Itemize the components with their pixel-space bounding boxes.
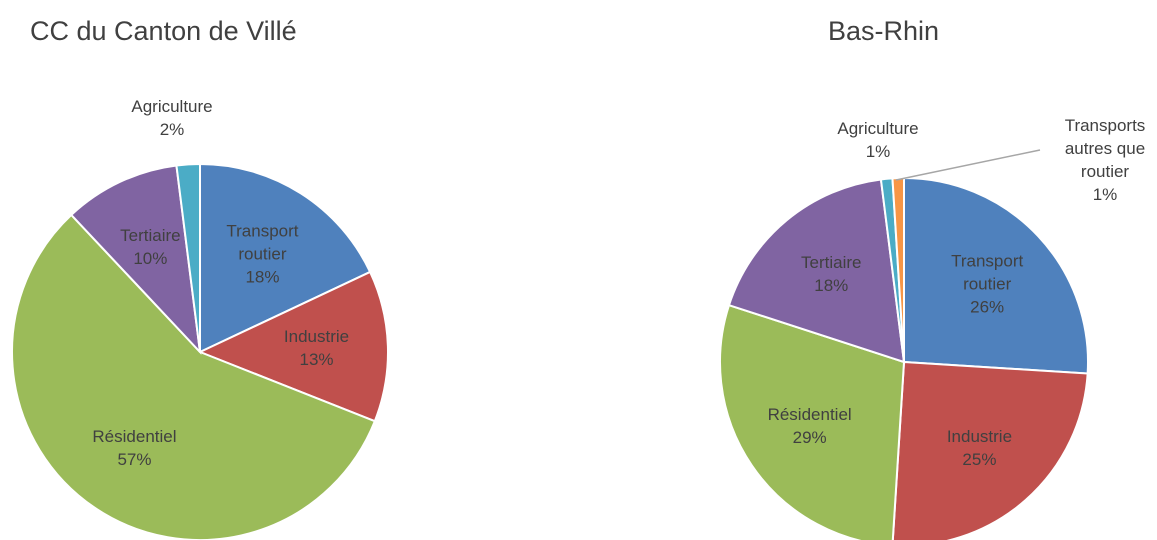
category-label: Agriculture [131, 97, 213, 116]
data-label: Agriculture 1% [818, 117, 938, 163]
value-label: 25% [962, 449, 997, 469]
category-label: Industrie [283, 327, 350, 347]
value-label: 26% [970, 297, 1005, 317]
value-label: 1% [865, 142, 891, 161]
category-label: Résidentiel [92, 427, 177, 447]
chart-title: Bas-Rhin [828, 16, 940, 46]
pie-slice [891, 360, 1089, 540]
category-label: Industrie [946, 426, 1013, 446]
leader-line [895, 149, 1041, 181]
data-label: Tertiaire 10% [100, 224, 200, 270]
value-label: 18% [814, 276, 849, 296]
pie-slice [199, 162, 372, 354]
category-label: Résidentiel [767, 405, 852, 425]
data-label: Industrie 13% [267, 325, 367, 371]
category-label: Tertiaire [801, 253, 862, 273]
pie-slice [903, 176, 1090, 375]
data-label: Agriculture 2% [112, 95, 232, 141]
category-label: Transport routier [951, 251, 1024, 294]
value-label: 2% [159, 120, 185, 139]
pie-slice [175, 162, 201, 353]
value-label: 13% [299, 350, 334, 370]
data-label: Résidentiel 57% [84, 425, 184, 471]
data-label: Transports autres que routier 1% [1055, 114, 1155, 206]
chart-title: CC du Canton de Villé [30, 16, 297, 46]
value-label: 10% [133, 248, 168, 268]
data-label: Industrie 25% [929, 425, 1029, 471]
pie-slice [727, 178, 906, 364]
pie-slice [197, 270, 389, 423]
value-label: 29% [792, 428, 827, 448]
data-label: Transport routier 18% [212, 219, 312, 288]
data-label: Transport routier 26% [937, 249, 1037, 318]
category-label: Tertiaire [120, 225, 181, 245]
pie-slice [11, 213, 377, 540]
category-label: Transports autres que routier [1064, 116, 1146, 181]
pie-slice [69, 164, 202, 355]
category-label: Transport routier [226, 221, 299, 264]
data-label: Résidentiel 29% [760, 403, 860, 449]
pie-slice [719, 303, 906, 540]
data-label: Tertiaire 18% [781, 251, 881, 297]
value-label: 1% [1092, 185, 1118, 204]
category-label: Agriculture [837, 119, 919, 138]
value-label: 18% [245, 267, 280, 287]
value-label: 57% [117, 450, 152, 470]
